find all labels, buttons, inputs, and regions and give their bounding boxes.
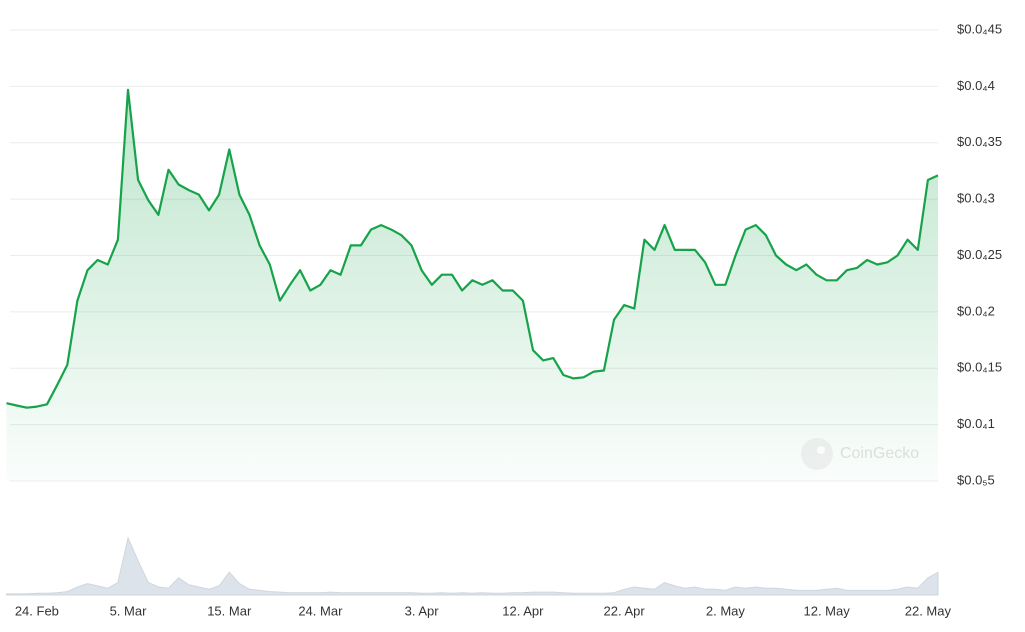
- price-area: [6, 89, 938, 482]
- price-line: [6, 88, 939, 409]
- y-tick-label: $0.0₄15: [957, 360, 1002, 375]
- y-tick-label: $0.0₄3: [957, 191, 995, 206]
- y-tick-label: $0.0₄1: [957, 416, 995, 431]
- x-tick-label: 24. Mar: [298, 603, 343, 618]
- x-tick-label: 5. Mar: [110, 603, 148, 618]
- y-tick-label: $0.0₄45: [957, 21, 1002, 36]
- watermark-text: CoinGecko: [840, 445, 919, 462]
- watermark: CoinGecko: [801, 438, 919, 470]
- x-tick-label: 12. Apr: [502, 603, 544, 618]
- x-tick-label: 15. Mar: [207, 603, 252, 618]
- volume-area: [6, 536, 939, 596]
- x-tick-label: 22. Apr: [604, 603, 646, 618]
- x-tick-label: 22. May: [905, 603, 952, 618]
- x-tick-label: 12. May: [804, 603, 851, 618]
- y-tick-label: $0.0₄4: [957, 78, 995, 93]
- y-tick-label: $0.0₅5: [957, 472, 995, 487]
- y-tick-label: $0.0₄35: [957, 134, 1002, 149]
- x-tick-label: 3. Apr: [405, 603, 440, 618]
- y-tick-label: $0.0₄2: [957, 303, 995, 318]
- x-tick-label: 24. Feb: [15, 603, 59, 618]
- x-tick-label: 2. May: [706, 603, 746, 618]
- y-tick-label: $0.0₄25: [957, 247, 1002, 262]
